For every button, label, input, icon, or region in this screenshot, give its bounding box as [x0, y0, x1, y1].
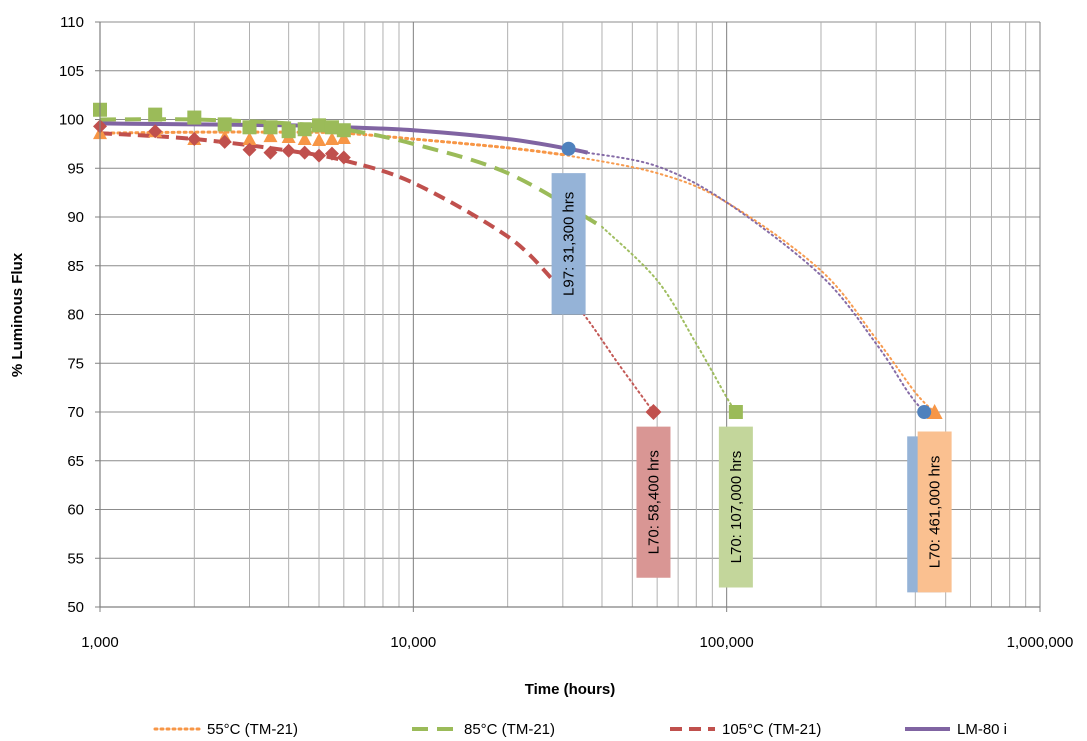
- data-point: [242, 132, 257, 145]
- y-tick-label: 65: [67, 453, 84, 470]
- fit-line: [98, 130, 565, 157]
- endpoint-marker: [645, 404, 662, 420]
- callout-box: [551, 173, 586, 315]
- y-tick-label: 80: [67, 307, 84, 324]
- y-tick-label: 85: [67, 258, 84, 275]
- y-tick-label: 90: [67, 209, 84, 226]
- y-tick-label: 60: [67, 502, 84, 519]
- callout-label: L70: 58,400 hrs: [645, 450, 662, 554]
- fit-line: [99, 131, 555, 282]
- callout-box: [917, 431, 952, 593]
- data-point: [324, 132, 339, 145]
- data-point: [297, 122, 312, 137]
- data-point: [148, 107, 163, 122]
- fit-line: [99, 117, 603, 229]
- callout-label: L97: 31,300 hrs: [561, 192, 578, 296]
- callout-label: L70: 461,000 hrs: [927, 456, 944, 569]
- data-point: [263, 145, 278, 160]
- endpoint-marker: [917, 405, 932, 419]
- projected-fit-line: [561, 153, 936, 413]
- projected-fit-line: [586, 151, 926, 413]
- callout-box: [718, 426, 753, 588]
- y-tick-label: 110: [60, 14, 84, 31]
- data-point: [242, 142, 257, 157]
- callout-box: [636, 426, 671, 578]
- data-point: [324, 146, 339, 161]
- data-point: [187, 110, 202, 125]
- x-axis-title: Time (hours): [525, 681, 616, 698]
- y-tick-label: 75: [67, 355, 84, 372]
- y-tick-label: 50: [67, 599, 84, 616]
- data-point: [242, 120, 257, 135]
- y-axis-title: % Luminous Flux: [9, 252, 26, 377]
- legend-label: 55°C (TM-21): [207, 721, 298, 738]
- data-point: [187, 132, 202, 146]
- legend-label: 85°C (TM-21): [464, 721, 555, 738]
- data-point: [312, 132, 327, 146]
- y-tick-label: 70: [67, 404, 84, 421]
- endpoint-marker: [926, 404, 943, 419]
- l97-marker: [561, 141, 576, 156]
- projected-fit-line: [601, 225, 737, 413]
- data-point: [324, 120, 339, 135]
- y-tick-label: 95: [67, 160, 84, 177]
- data-markers: [93, 102, 943, 420]
- data-point: [336, 150, 351, 165]
- data-point: [263, 120, 278, 135]
- callouts: L97: 31,300 hrs L70: 58,400 hrs L70: 107,0…: [551, 173, 952, 593]
- legend-label: LM-80 i: [957, 721, 1007, 738]
- data-point: [217, 134, 232, 149]
- y-tick-label: 100: [59, 112, 84, 129]
- data-point: [312, 148, 327, 163]
- data-point: [281, 124, 296, 139]
- data-point: [217, 117, 232, 132]
- axes: 50 55 60 65 70 75 80 85 90 95 100 105 110 1,000 10,000…: [59, 14, 1073, 651]
- legend: 55°C (TM-21) 85°C (TM-21) 105°C (TM-21) LM-…: [153, 721, 1007, 738]
- x-tick-label: 1,000: [81, 634, 119, 651]
- data-point: [281, 143, 296, 158]
- callout-label: L70: 107,000 hrs: [728, 451, 745, 564]
- x-tick-label: 10,000: [390, 634, 436, 651]
- x-tick-label: 100,000: [700, 634, 754, 651]
- data-point: [336, 123, 351, 138]
- data-point: [312, 118, 327, 133]
- data-point: [297, 145, 312, 160]
- data-point: [336, 131, 351, 145]
- data-point: [297, 132, 312, 145]
- data-point: [263, 129, 278, 143]
- x-tick-label: 1,000,000: [1007, 634, 1074, 651]
- legend-label: 105°C (TM-21): [722, 721, 821, 738]
- y-tick-label: 105: [59, 63, 84, 80]
- y-tick-label: 55: [67, 550, 84, 567]
- endpoint-marker: [728, 405, 743, 419]
- data-point: [148, 124, 163, 139]
